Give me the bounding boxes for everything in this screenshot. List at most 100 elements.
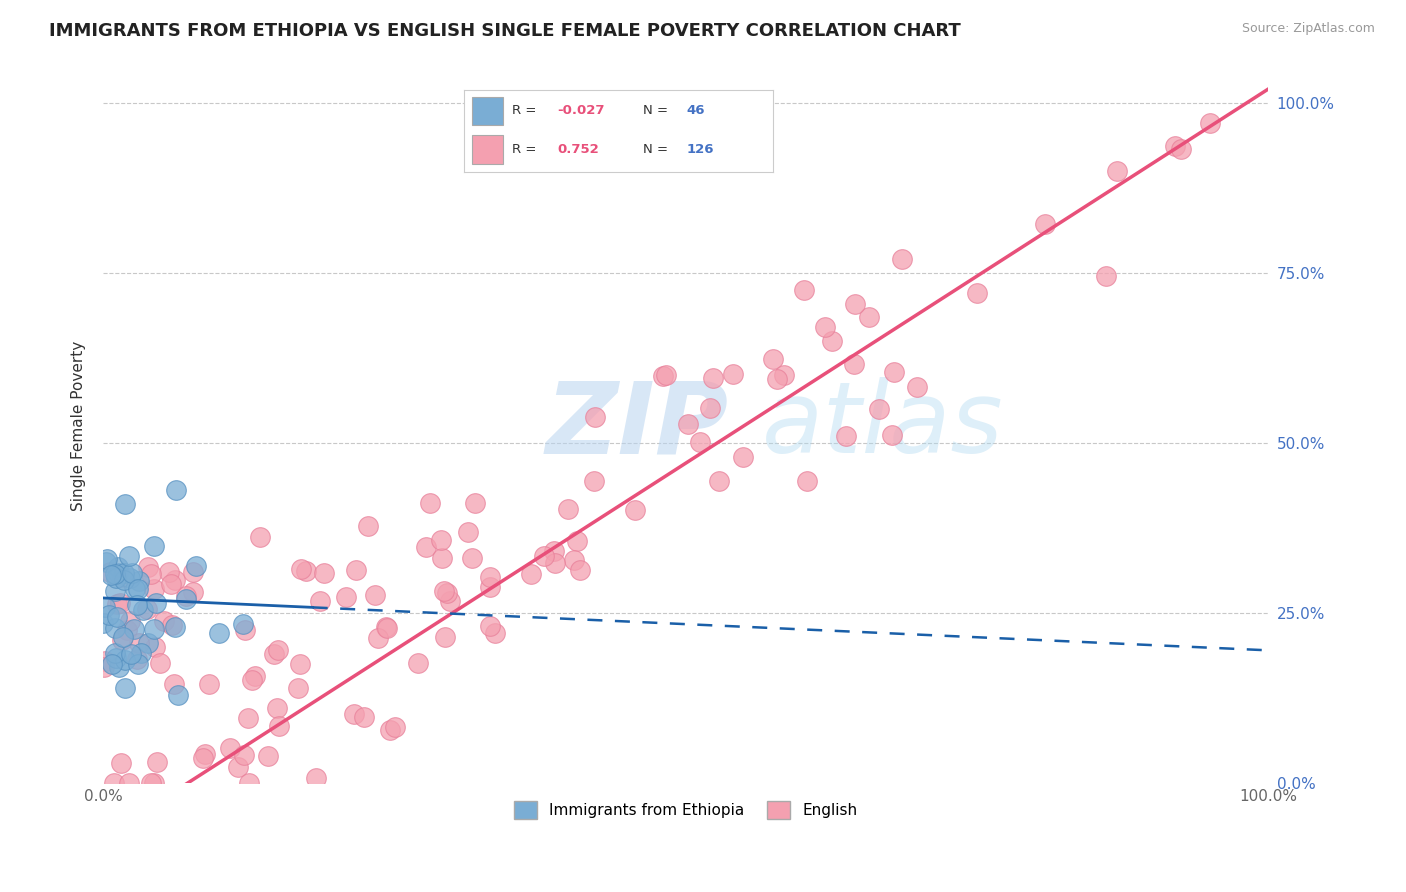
Point bbox=[655, 368, 678, 382]
Point bbox=[98, 565, 121, 579]
Point bbox=[814, 319, 837, 334]
Point bbox=[430, 533, 453, 548]
Point bbox=[183, 565, 205, 579]
Point bbox=[118, 776, 141, 790]
Point bbox=[868, 402, 890, 417]
Point bbox=[890, 252, 912, 267]
Point bbox=[103, 776, 125, 790]
Point bbox=[1095, 268, 1118, 283]
Point bbox=[533, 549, 555, 564]
Point bbox=[128, 636, 150, 650]
Point bbox=[433, 630, 456, 644]
Point bbox=[105, 610, 128, 624]
Point bbox=[112, 630, 135, 644]
Point bbox=[233, 624, 256, 638]
Point bbox=[122, 622, 145, 636]
Point bbox=[174, 589, 197, 603]
Point bbox=[583, 410, 606, 425]
Point bbox=[121, 566, 143, 580]
Point bbox=[114, 652, 136, 666]
Point bbox=[162, 677, 184, 691]
Point bbox=[796, 474, 818, 488]
Point bbox=[762, 352, 785, 367]
Point bbox=[543, 544, 565, 558]
Point bbox=[256, 748, 278, 763]
Point bbox=[1170, 142, 1192, 156]
Point bbox=[544, 556, 567, 570]
Point bbox=[335, 590, 357, 604]
Point bbox=[363, 588, 385, 602]
Point bbox=[94, 555, 117, 569]
Point bbox=[157, 566, 180, 580]
Point bbox=[163, 574, 186, 588]
Point bbox=[651, 368, 673, 383]
Point bbox=[136, 559, 159, 574]
Point bbox=[342, 706, 364, 721]
Point bbox=[93, 660, 115, 674]
Point bbox=[143, 640, 166, 655]
Point bbox=[145, 596, 167, 610]
Point bbox=[197, 676, 219, 690]
Point bbox=[112, 573, 135, 587]
Point bbox=[118, 614, 141, 628]
Point bbox=[153, 614, 176, 628]
Point bbox=[143, 582, 166, 596]
Point bbox=[160, 618, 183, 632]
Point bbox=[111, 632, 134, 647]
Point bbox=[707, 474, 730, 488]
Point bbox=[565, 534, 588, 549]
Point bbox=[266, 700, 288, 714]
Point bbox=[569, 563, 592, 577]
Point bbox=[104, 621, 127, 635]
Point bbox=[103, 646, 125, 660]
Point bbox=[835, 429, 858, 443]
Point bbox=[110, 756, 132, 771]
Point bbox=[882, 428, 904, 442]
Point bbox=[842, 357, 865, 371]
Point bbox=[118, 571, 141, 585]
Point bbox=[139, 776, 162, 790]
Point bbox=[353, 710, 375, 724]
Point bbox=[238, 711, 260, 725]
Point bbox=[676, 417, 699, 431]
Point bbox=[793, 283, 815, 297]
Point bbox=[263, 647, 285, 661]
Point bbox=[243, 669, 266, 683]
Point bbox=[290, 657, 312, 671]
Point bbox=[141, 567, 163, 582]
Point bbox=[127, 582, 149, 597]
Point bbox=[384, 720, 406, 734]
Point bbox=[821, 334, 844, 348]
Point bbox=[267, 643, 290, 657]
Point bbox=[104, 584, 127, 599]
Point bbox=[104, 651, 127, 665]
Point bbox=[479, 570, 502, 584]
Point bbox=[461, 551, 484, 566]
Point bbox=[143, 540, 166, 554]
Point bbox=[858, 310, 880, 324]
Point bbox=[111, 570, 134, 584]
Point bbox=[699, 401, 721, 415]
Point bbox=[165, 483, 187, 498]
Text: atlas: atlas bbox=[762, 377, 1002, 475]
Point bbox=[159, 577, 181, 591]
Point bbox=[114, 497, 136, 511]
Point bbox=[723, 368, 745, 382]
Point bbox=[249, 531, 271, 545]
Point bbox=[478, 619, 501, 633]
Point bbox=[149, 656, 172, 670]
Point bbox=[124, 582, 146, 597]
Point bbox=[439, 594, 461, 608]
Point bbox=[582, 474, 605, 488]
Point bbox=[103, 567, 125, 582]
Point bbox=[433, 584, 456, 599]
Point bbox=[163, 620, 186, 634]
Point bbox=[314, 566, 336, 580]
Y-axis label: Single Female Poverty: Single Female Poverty bbox=[72, 341, 86, 511]
Point bbox=[112, 566, 135, 580]
Point bbox=[1164, 139, 1187, 153]
Point bbox=[305, 771, 328, 785]
Point bbox=[107, 566, 129, 580]
Point bbox=[1033, 217, 1056, 231]
Point bbox=[107, 659, 129, 673]
